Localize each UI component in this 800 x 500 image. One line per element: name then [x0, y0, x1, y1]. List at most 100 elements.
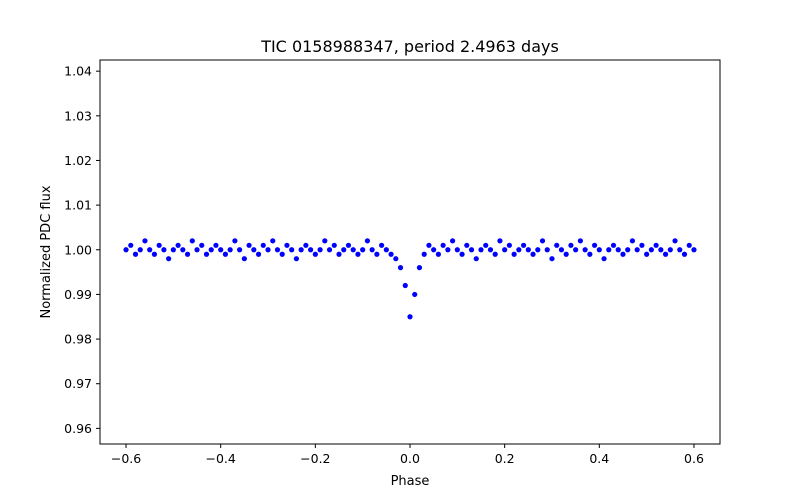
data-point	[440, 242, 446, 248]
scatter-points	[123, 238, 697, 320]
data-point	[558, 247, 565, 253]
data-point	[265, 247, 271, 253]
data-point	[341, 247, 347, 253]
data-point	[473, 256, 479, 262]
data-point	[421, 251, 427, 257]
data-point	[194, 247, 200, 253]
data-point	[237, 247, 243, 253]
data-point	[147, 247, 153, 253]
data-point	[336, 251, 342, 257]
data-point	[308, 247, 314, 253]
y-tick-label: 1.00	[64, 242, 92, 257]
x-axis: −0.6 −0.4 −0.2 0.0 0.2 0.4 0.6	[111, 444, 704, 466]
x-tick-label: −0.6	[111, 451, 141, 466]
data-point	[554, 242, 560, 248]
data-point	[601, 256, 607, 262]
data-point	[620, 251, 626, 257]
data-point	[293, 256, 300, 262]
data-point	[397, 265, 404, 271]
data-point	[587, 251, 593, 257]
data-point	[227, 247, 233, 253]
data-point	[691, 247, 697, 253]
x-tick-label: 0.6	[684, 451, 704, 466]
data-point	[284, 242, 290, 248]
data-point	[184, 251, 191, 257]
data-point	[298, 247, 304, 253]
data-point	[251, 247, 257, 253]
data-point	[393, 256, 399, 262]
data-point	[142, 238, 148, 244]
data-point	[677, 247, 683, 253]
data-point	[232, 238, 238, 244]
data-point	[431, 247, 437, 253]
data-point	[407, 314, 413, 320]
data-point	[350, 247, 356, 253]
data-point	[606, 247, 612, 253]
data-point	[615, 247, 621, 253]
y-axis-title: Normalized PDC flux	[39, 185, 54, 318]
data-point	[303, 242, 309, 248]
y-tick-label: 0.96	[64, 421, 92, 436]
data-point	[530, 251, 536, 257]
data-point	[497, 238, 503, 244]
data-point	[360, 247, 366, 253]
data-point	[289, 247, 295, 253]
data-point	[260, 242, 266, 248]
x-tick-label: −0.2	[300, 451, 330, 466]
data-point	[544, 247, 550, 253]
data-point	[166, 256, 172, 262]
y-axis: 0.96 0.97 0.98 0.99 1.00 1.01 1.02 1.03 1.04	[64, 64, 100, 436]
data-point	[502, 247, 508, 253]
data-point	[644, 251, 650, 257]
x-tick-label: 0.4	[589, 451, 609, 466]
y-tick-label: 0.97	[64, 376, 92, 391]
data-point	[161, 247, 167, 253]
data-point	[573, 247, 579, 253]
data-point	[364, 238, 370, 244]
y-tick-label: 0.99	[64, 287, 92, 302]
data-point	[492, 251, 498, 257]
data-point	[255, 251, 262, 257]
data-point	[345, 242, 352, 248]
data-point	[625, 247, 631, 253]
data-point	[445, 247, 451, 253]
data-point	[379, 242, 385, 248]
data-point	[610, 242, 617, 248]
data-point	[388, 251, 394, 257]
y-tick-label: 1.02	[64, 153, 92, 168]
data-point	[459, 251, 465, 257]
data-point	[535, 247, 541, 253]
data-point	[218, 247, 224, 253]
y-tick-label: 1.03	[64, 108, 92, 123]
data-point	[180, 247, 186, 253]
data-point	[331, 242, 337, 248]
data-point	[582, 247, 588, 253]
data-point	[591, 242, 598, 248]
data-point	[156, 242, 162, 248]
data-point	[416, 265, 423, 271]
data-point	[199, 242, 205, 248]
data-point	[213, 242, 219, 248]
data-point	[511, 251, 517, 257]
y-tick-label: 1.01	[64, 198, 92, 213]
data-point	[326, 247, 333, 253]
data-point	[596, 247, 602, 253]
data-point	[246, 242, 252, 248]
data-point	[549, 256, 555, 262]
data-point	[639, 242, 645, 248]
data-point	[577, 238, 583, 244]
data-point	[128, 242, 134, 248]
data-point	[468, 247, 475, 253]
data-point	[487, 247, 494, 253]
data-point	[426, 242, 432, 248]
data-point	[279, 251, 285, 257]
data-point	[274, 247, 281, 253]
data-point	[189, 238, 195, 244]
y-tick-label: 0.98	[64, 332, 92, 347]
x-axis-title: Phase	[391, 474, 430, 489]
data-point	[568, 242, 574, 248]
data-point	[322, 238, 328, 244]
data-point	[369, 247, 375, 253]
